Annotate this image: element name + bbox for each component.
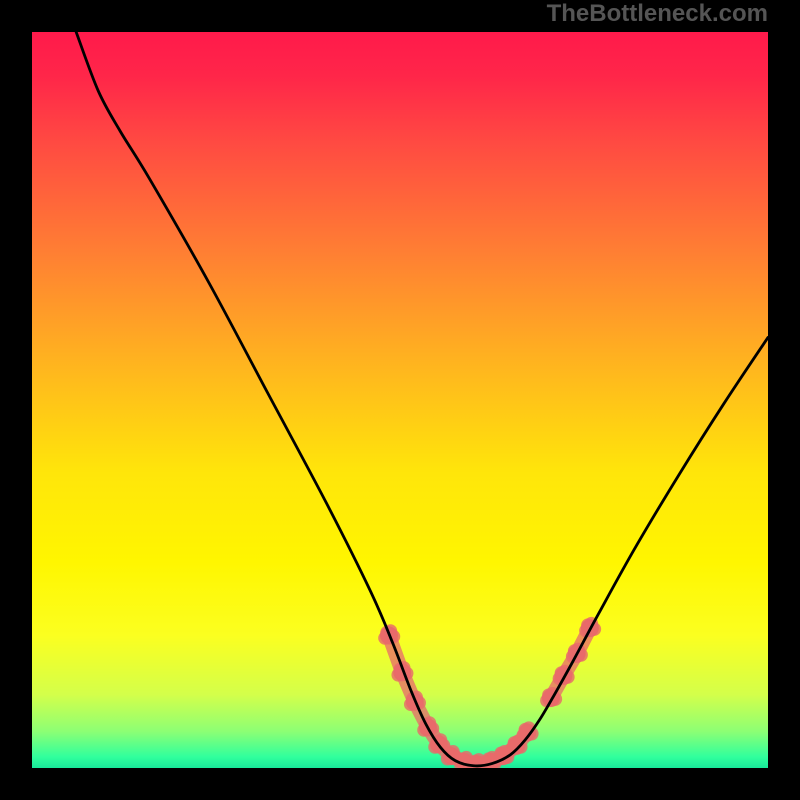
bottleneck-curve bbox=[76, 32, 768, 766]
chart-container: { "watermark": { "text": "TheBottleneck.… bbox=[0, 0, 800, 800]
curve-svg-layer bbox=[32, 32, 768, 768]
plot-area bbox=[32, 32, 768, 768]
watermark-text: TheBottleneck.com bbox=[547, 2, 768, 26]
